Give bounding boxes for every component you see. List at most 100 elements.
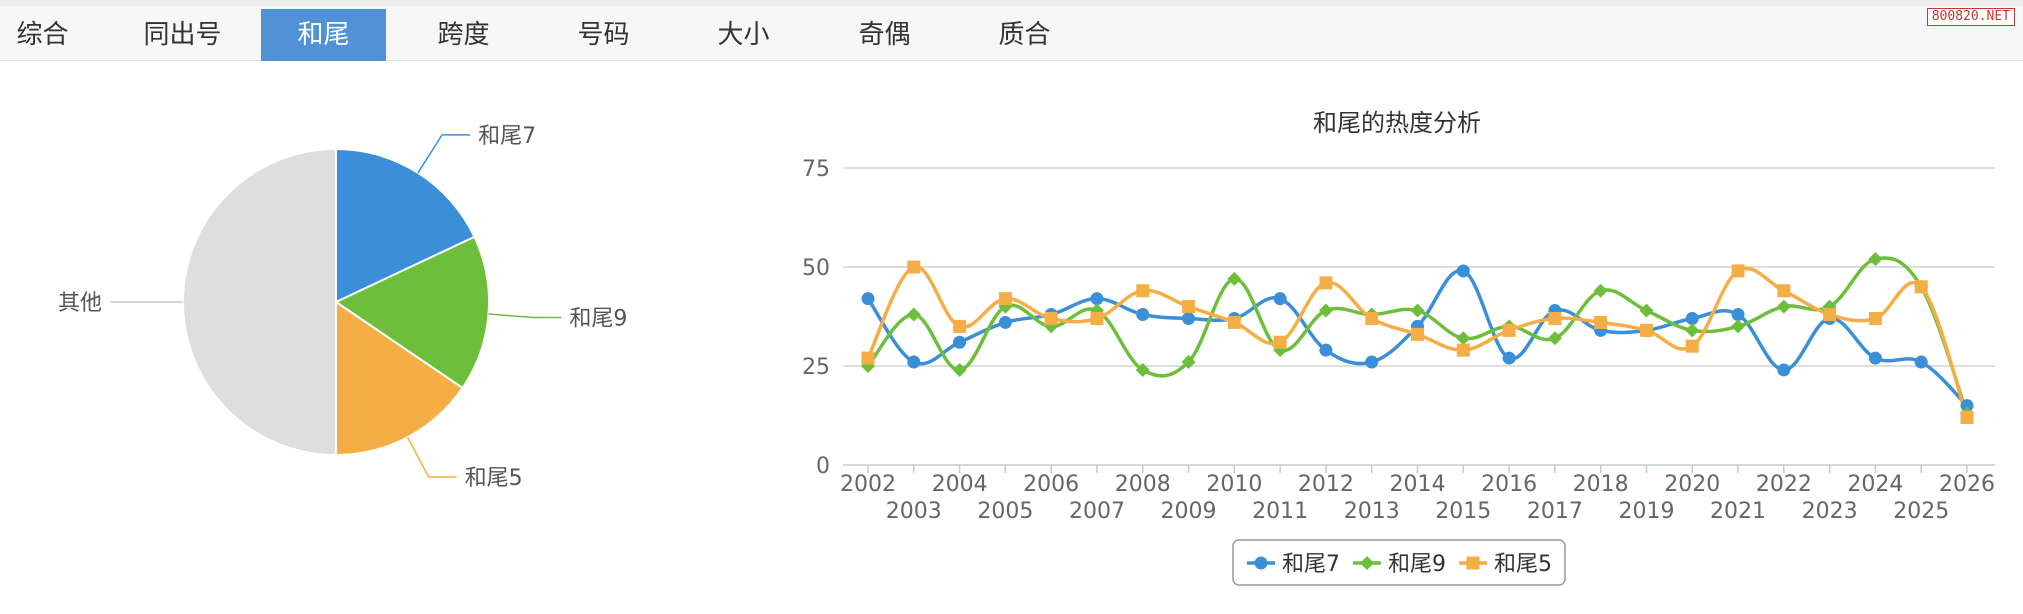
data-point[interactable] [1868, 252, 1883, 267]
data-point[interactable] [953, 335, 967, 349]
data-point[interactable] [1685, 323, 1700, 338]
data-point[interactable] [1365, 355, 1379, 369]
data-point[interactable] [1639, 303, 1654, 318]
data-point[interactable] [1136, 308, 1150, 322]
data-point[interactable] [1776, 299, 1791, 314]
data-point[interactable] [1777, 284, 1791, 298]
legend-marker[interactable] [1360, 556, 1374, 570]
data-point[interactable] [1182, 311, 1196, 325]
x-tick-label: 2004 [932, 472, 988, 497]
data-point[interactable] [1731, 264, 1745, 278]
x-tick-label: 2025 [1893, 499, 1949, 524]
data-point[interactable] [1593, 283, 1608, 298]
data-point[interactable] [1135, 362, 1150, 377]
data-point[interactable] [1318, 303, 1333, 318]
series-line [866, 265, 1969, 419]
x-tick-label: 2023 [1802, 499, 1858, 524]
x-tick-label: 2012 [1298, 472, 1354, 497]
data-point[interactable] [1731, 319, 1746, 334]
y-tick-label: 25 [802, 355, 830, 380]
x-tick-label: 2018 [1573, 472, 1629, 497]
data-point[interactable] [907, 355, 921, 369]
site-watermark: 800820.NET [1926, 8, 2015, 26]
legend-item[interactable]: 和尾7 [1247, 552, 1340, 577]
pie-slice[interactable] [335, 147, 476, 304]
pie-slice-label: 和尾5 [465, 466, 523, 491]
data-point[interactable] [1868, 351, 1882, 365]
data-point[interactable] [861, 292, 875, 306]
legend-item[interactable]: 和尾5 [1459, 552, 1552, 577]
data-point[interactable] [1273, 292, 1287, 306]
x-tick-label: 2022 [1756, 472, 1812, 497]
data-point[interactable] [953, 319, 967, 333]
data-point[interactable] [907, 260, 921, 274]
data-point[interactable] [1548, 311, 1562, 325]
data-point[interactable] [1182, 300, 1196, 314]
data-point[interactable] [1410, 303, 1425, 318]
data-point[interactable] [998, 315, 1012, 329]
data-point[interactable] [1136, 284, 1150, 298]
tab-zhihe[interactable]: 质合 [998, 20, 1051, 50]
data-point[interactable] [1365, 311, 1379, 325]
pie-connector [488, 313, 562, 319]
data-point[interactable] [998, 292, 1012, 306]
data-point[interactable] [1181, 355, 1196, 370]
x-tick-label: 2016 [1481, 472, 1537, 497]
tab-tongchuhao[interactable]: 同出号 [143, 20, 222, 50]
data-point[interactable] [1090, 292, 1104, 306]
data-point[interactable] [1594, 315, 1608, 329]
data-point[interactable] [1502, 351, 1516, 365]
pie-slice[interactable] [182, 147, 337, 457]
data-point[interactable] [1868, 311, 1882, 325]
x-tick-label: 2013 [1344, 499, 1400, 524]
data-point[interactable] [1547, 331, 1562, 346]
data-point[interactable] [1319, 276, 1333, 290]
data-point[interactable] [1456, 343, 1470, 357]
legend-item[interactable]: 和尾9 [1353, 552, 1446, 577]
data-point[interactable] [1227, 315, 1241, 329]
legend-marker[interactable] [1254, 556, 1268, 570]
y-tick-label: 75 [802, 157, 830, 182]
x-tick-label: 2006 [1023, 472, 1079, 497]
data-point[interactable] [1090, 311, 1104, 325]
tab-zonghe[interactable]: 综合 [16, 20, 69, 50]
tab-bar: 综合 同出号 和尾 跨度 号码 大小 奇偶 质合 800820.NET [0, 6, 2023, 61]
data-point[interactable] [1914, 280, 1928, 294]
tab-hewei[interactable]: 和尾 [261, 9, 386, 61]
tab-daxiao[interactable]: 大小 [717, 20, 770, 50]
data-point[interactable] [1319, 343, 1333, 357]
data-point[interactable] [1823, 308, 1837, 322]
legend-label: 和尾7 [1282, 552, 1340, 577]
tab-haoma[interactable]: 号码 [577, 20, 630, 50]
x-tick-label: 2009 [1161, 499, 1217, 524]
data-point[interactable] [952, 362, 967, 377]
x-tick-label: 2011 [1252, 499, 1308, 524]
data-point[interactable] [1777, 363, 1791, 377]
data-point[interactable] [1456, 331, 1471, 346]
data-point[interactable] [1456, 264, 1470, 278]
data-point[interactable] [1639, 323, 1653, 337]
pie-slice-label: 和尾9 [569, 307, 627, 332]
tab-jiou[interactable]: 奇偶 [858, 20, 911, 50]
legend-marker[interactable] [1466, 556, 1480, 570]
data-point[interactable] [861, 351, 875, 365]
tab-kuadu[interactable]: 跨度 [437, 20, 490, 50]
data-point[interactable] [1227, 271, 1242, 286]
data-point[interactable] [1685, 311, 1699, 325]
data-point[interactable] [1731, 308, 1745, 322]
pie-slice[interactable] [335, 300, 464, 457]
data-point[interactable] [906, 307, 921, 322]
y-tick-label: 50 [802, 256, 830, 281]
data-point[interactable] [1914, 355, 1928, 369]
data-point[interactable] [1411, 327, 1424, 341]
data-point[interactable] [1044, 311, 1058, 325]
data-point[interactable] [1960, 410, 1974, 424]
legend: 和尾7 和尾9 和尾5 [1232, 539, 1566, 586]
data-point[interactable] [1960, 399, 1974, 413]
pie-slice-label: 其他 [58, 291, 102, 316]
data-point[interactable] [1685, 339, 1699, 353]
x-tick-label: 2019 [1618, 499, 1674, 524]
data-point[interactable] [1273, 335, 1287, 349]
data-point[interactable] [1502, 323, 1516, 337]
